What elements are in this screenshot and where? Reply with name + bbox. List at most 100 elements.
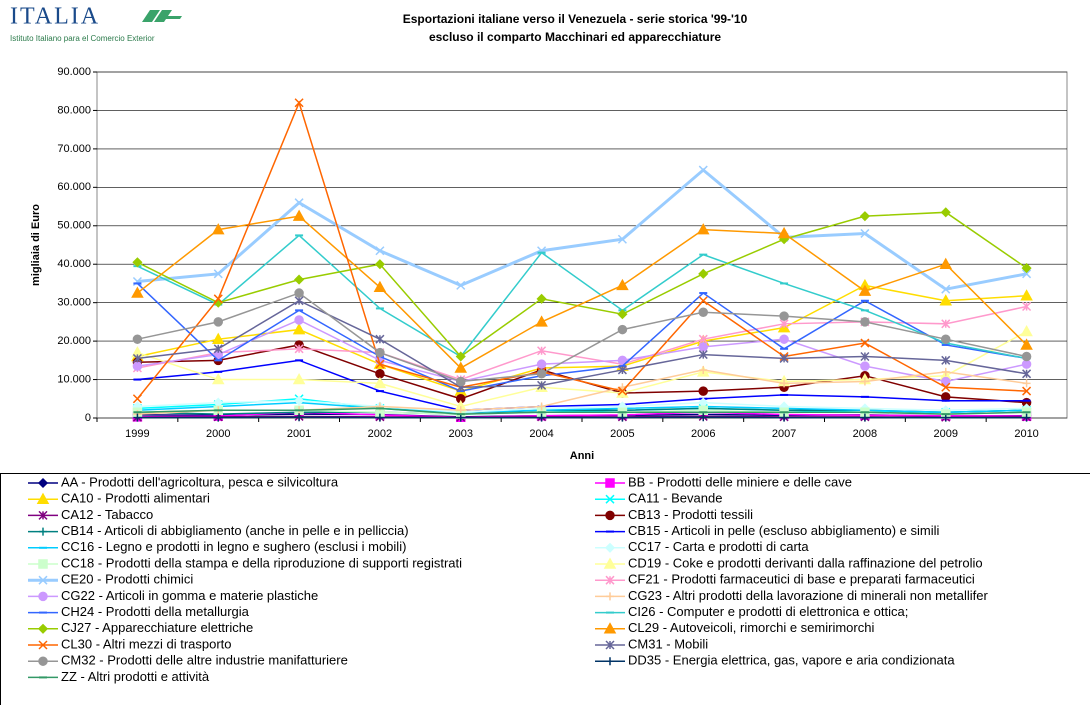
- data-point: [294, 198, 304, 208]
- legend-label: CB15 - Articoli in pelle (escluso abbigl…: [628, 523, 940, 538]
- legend-marker: [603, 622, 617, 634]
- data-point: [535, 315, 548, 327]
- data-point: [294, 344, 304, 354]
- x-tick-label: 2010: [1014, 428, 1038, 440]
- x-tick-label: 2000: [206, 428, 230, 440]
- data-point: [617, 324, 628, 335]
- data-point: [375, 413, 384, 422]
- data-point: [860, 317, 870, 327]
- data-point: [616, 278, 629, 291]
- legend-label: CD19 - Coke e prodotti derivanti dalla r…: [628, 555, 983, 570]
- data-point: [132, 257, 143, 268]
- y-tick-label: 90.000: [57, 66, 91, 78]
- data-point: [213, 269, 223, 279]
- legend-marker: [37, 477, 49, 489]
- data-point: [455, 351, 466, 362]
- legend-label: CA10 - Prodotti alimentari: [61, 491, 210, 506]
- data-point: [375, 359, 385, 369]
- legend-marker: [36, 492, 50, 504]
- y-tick-label: 20.000: [57, 335, 91, 347]
- data-point: [132, 394, 142, 404]
- data-point: [941, 376, 951, 387]
- data-point: [132, 353, 142, 363]
- x-tick-label: 2008: [853, 428, 877, 440]
- data-point: [375, 369, 385, 379]
- data-point: [536, 293, 547, 304]
- data-point: [537, 402, 546, 411]
- data-point: [859, 211, 870, 222]
- chart-subtitle: escluso il comparto Macchinari ed appare…: [429, 30, 721, 44]
- legend-marker: [38, 510, 48, 520]
- data-point: [860, 351, 870, 362]
- data-point: [1022, 301, 1032, 312]
- legend-marker: [605, 478, 615, 488]
- y-axis-label: migliaia di Euro: [30, 204, 42, 286]
- legend-label: BB - Prodotti delle miniere e delle cave: [628, 474, 852, 489]
- data-point: [211, 332, 225, 344]
- series-line: [137, 234, 1027, 360]
- data-point: [860, 413, 869, 422]
- y-tick-label: 30.000: [57, 297, 91, 309]
- legend-label: CC17 - Carta e prodotti di carta: [628, 539, 809, 554]
- legend-label: CH24 - Prodotti della metallurgia: [61, 604, 250, 619]
- data-point: [1020, 289, 1033, 301]
- data-point: [779, 353, 789, 363]
- y-tick-label: 10.000: [57, 373, 91, 385]
- legend-label: CM31 - Mobili: [628, 636, 708, 651]
- x-tick-label: 1999: [125, 428, 149, 440]
- data-point: [698, 268, 709, 279]
- data-point: [536, 369, 547, 379]
- data-point: [1021, 359, 1032, 369]
- data-point: [939, 257, 953, 269]
- data-point: [698, 334, 708, 344]
- data-point: [617, 234, 627, 244]
- data-point: [941, 355, 951, 365]
- data-point: [939, 294, 953, 306]
- data-point: [777, 226, 791, 239]
- legend-label: CG23 - Altri prodotti della lavorazione …: [628, 588, 989, 603]
- data-point: [211, 373, 225, 385]
- data-point: [211, 223, 225, 235]
- data-point: [1021, 351, 1032, 362]
- data-point: [292, 209, 306, 221]
- data-point: [941, 367, 950, 376]
- series-line: [137, 401, 1027, 413]
- data-point: [779, 319, 789, 329]
- data-point: [294, 296, 304, 306]
- legend-label: CJ27 - Apparecchiature elettriche: [61, 620, 253, 635]
- legend-marker: [606, 592, 614, 601]
- legend-label: CA12 - Tabacco: [61, 507, 153, 522]
- series-line: [137, 284, 1027, 392]
- data-point: [456, 280, 466, 290]
- data-point: [214, 413, 223, 422]
- data-point: [617, 386, 627, 396]
- data-point: [292, 323, 306, 335]
- data-point: [618, 413, 627, 422]
- data-point: [617, 365, 627, 375]
- legend-label: CE20 - Prodotti chimici: [61, 572, 193, 587]
- legend-marker: [605, 575, 615, 585]
- legend-marker: [604, 542, 616, 553]
- logo-subtitle: Istituto Italiano para el Comercio Exter…: [10, 34, 155, 43]
- legend-marker: [605, 494, 615, 504]
- data-point: [780, 413, 789, 422]
- legend-marker: [37, 623, 49, 634]
- data-point: [698, 386, 708, 396]
- data-point: [860, 338, 870, 348]
- y-tick-label: 80.000: [57, 104, 91, 116]
- data-point: [375, 347, 385, 358]
- data-point: [698, 350, 708, 360]
- legend-marker: [39, 527, 47, 536]
- series-line: [136, 215, 1028, 369]
- data-point: [1020, 338, 1033, 350]
- series-line: [137, 305, 1027, 381]
- chart-title: Esportazioni italiane verso il Venezuela…: [403, 12, 748, 26]
- legend-label: CC18 - Prodotti della stampa e della rip…: [61, 555, 462, 570]
- data-point: [941, 392, 951, 402]
- x-tick-label: 2005: [610, 428, 634, 440]
- logo-icon: [142, 10, 182, 22]
- x-tick-label: 2002: [368, 428, 392, 440]
- data-point: [698, 296, 708, 306]
- legend-label: CL29 - Autoveicoli, rimorchi e semirimor…: [628, 620, 874, 635]
